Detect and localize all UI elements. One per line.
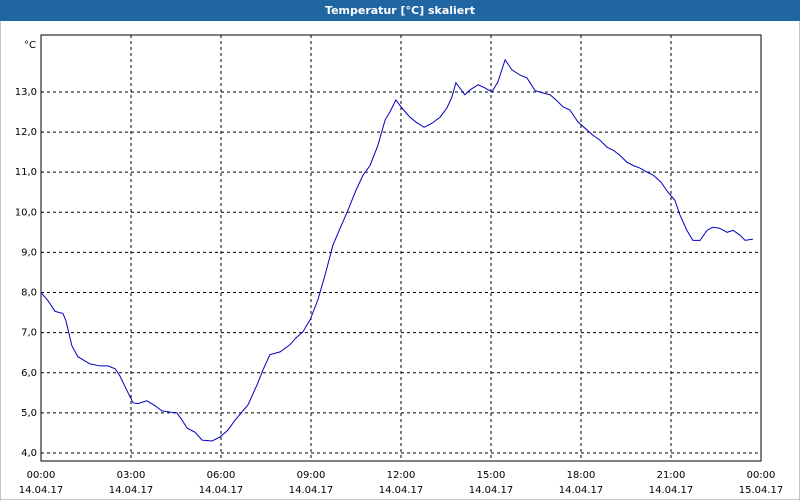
x-tick-label: 06:00 [207,470,236,481]
y-unit: °C [24,40,36,51]
data-line [40,58,753,442]
y-tick-label: 10,0 [15,207,37,218]
x-tick-label: 18:00 [567,470,596,481]
x-tick-date: 14.04.17 [199,485,244,496]
x-tick-label: 15:00 [477,470,506,481]
y-tick-label: 11,0 [15,167,37,178]
x-tick-date: 14.04.17 [469,485,514,496]
y-tick-label: 7,0 [21,328,37,339]
x-tick-label: 00:00 [27,470,56,481]
x-tick-label: 00:00 [747,470,776,481]
x-tick-label: 03:00 [117,470,146,481]
y-tick-label: 4,0 [21,448,37,459]
x-tick-date: 14.04.17 [289,485,334,496]
y-tick-label: 9,0 [21,247,37,258]
y-tick-label: 5,0 [21,408,37,419]
chart-title: Temperatur [°C] skaliert [325,4,475,17]
y-tick-label: 6,0 [21,368,37,379]
x-tick-label: 12:00 [387,470,416,481]
x-tick-date: 14.04.17 [649,485,694,496]
x-tick-date: 14.04.17 [109,485,154,496]
x-tick-date: 14.04.17 [559,485,604,496]
x-tick-date: 15.04.17 [739,485,784,496]
x-tick-label: 09:00 [297,470,326,481]
x-tick-date: 14.04.17 [379,485,424,496]
y-tick-label: 8,0 [21,288,37,299]
y-tick-label: 12,0 [15,127,37,138]
title-bar [0,0,800,21]
x-tick-label: 21:00 [657,470,686,481]
x-tick-date: 14.04.17 [19,485,64,496]
y-tick-label: 13,0 [15,87,37,98]
